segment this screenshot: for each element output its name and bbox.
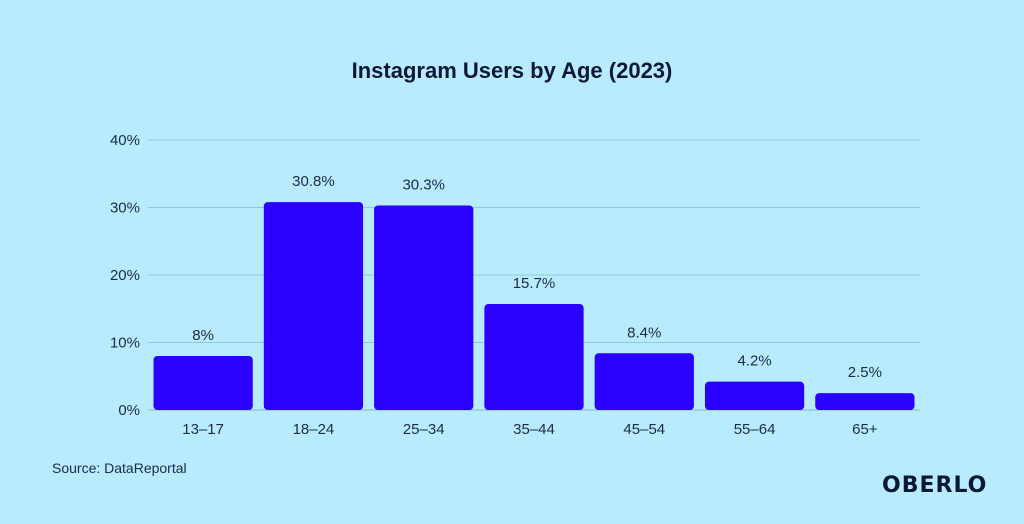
data-label: 30.8% bbox=[292, 173, 335, 190]
y-axis-ticks: 0% 10% 20% 30% 40% bbox=[110, 132, 140, 419]
bar bbox=[484, 304, 584, 410]
source-note: Source: DataReportal bbox=[52, 460, 187, 476]
x-tick-label: 18–24 bbox=[293, 421, 335, 438]
data-label: 8.4% bbox=[627, 324, 661, 341]
value-labels: 8% 30.8% 30.3% 15.7% 8.4% 4.2% 2.5% bbox=[192, 173, 882, 381]
y-tick-label: 20% bbox=[110, 267, 140, 284]
bar bbox=[594, 353, 694, 410]
x-tick-label: 25–34 bbox=[403, 421, 445, 438]
bar bbox=[815, 393, 915, 410]
x-tick-label: 35–44 bbox=[513, 421, 555, 438]
x-tick-label: 13–17 bbox=[182, 421, 224, 438]
x-tick-label: 45–54 bbox=[623, 421, 665, 438]
data-label: 2.5% bbox=[848, 364, 882, 381]
oberlo-logo: OBERLO bbox=[882, 473, 988, 498]
data-label: 8% bbox=[192, 327, 214, 344]
x-tick-label: 65+ bbox=[852, 421, 878, 438]
y-tick-label: 10% bbox=[110, 335, 140, 352]
chart-title: Instagram Users by Age (2023) bbox=[351, 58, 673, 83]
bar bbox=[263, 202, 364, 410]
y-tick-label: 0% bbox=[118, 402, 140, 419]
bar bbox=[153, 356, 253, 410]
data-label: 15.7% bbox=[513, 275, 556, 292]
y-tick-label: 40% bbox=[110, 132, 140, 149]
y-tick-label: 30% bbox=[110, 200, 140, 217]
data-label: 30.3% bbox=[402, 176, 445, 193]
x-tick-label: 55–64 bbox=[734, 421, 776, 438]
x-axis-ticks: 13–17 18–24 25–34 35–44 45–54 55–64 65+ bbox=[182, 421, 878, 438]
bar bbox=[374, 205, 474, 410]
bar bbox=[704, 381, 805, 410]
bars bbox=[153, 202, 915, 410]
data-label: 4.2% bbox=[737, 353, 771, 370]
